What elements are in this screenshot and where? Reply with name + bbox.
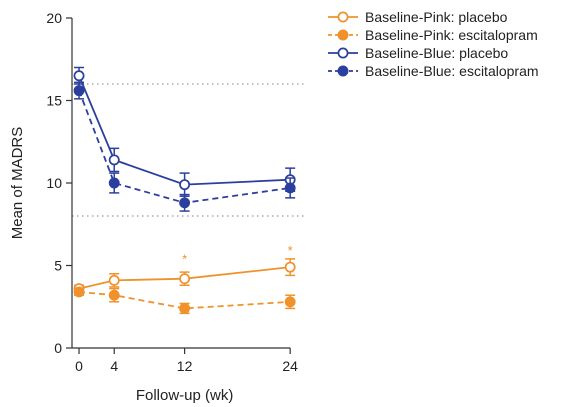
legend-item-0: Baseline-Pink: placebo: [328, 9, 508, 25]
x-tick-label-0: 0: [75, 358, 83, 374]
data-point-0-2: [179, 273, 191, 285]
data-point-1-0: [73, 286, 85, 298]
legend-marker-0: [337, 11, 349, 23]
series-line-2: [78, 75, 291, 186]
data-point-3-2: [179, 197, 191, 209]
data-point-1-3: [284, 296, 296, 308]
y-axis-ticks: 0 5 10 15 20: [46, 10, 72, 356]
series-2: [73, 66, 296, 197]
legend-label-3: Baseline-Blue: escitalopram: [365, 63, 539, 79]
y-tick-label-1: 5: [54, 258, 62, 274]
y-tick-label-0: 0: [54, 340, 62, 356]
data-point-0-3: [284, 261, 296, 273]
data-point-3-3: [284, 182, 296, 194]
x-tick-label-2: 12: [177, 358, 193, 374]
x-axis-label: Follow-up (wk): [136, 387, 234, 404]
data-point-0-1: [108, 274, 120, 286]
legend-marker-1: [337, 29, 349, 41]
legend-label-2: Baseline-Blue: placebo: [365, 45, 508, 61]
legend-item-2: Baseline-Blue: placebo: [328, 45, 508, 61]
data-point-1-2: [179, 302, 191, 314]
legend-label-1: Baseline-Pink: escitalopram: [365, 27, 538, 43]
series-layer: [73, 66, 296, 315]
x-tick-label-1: 4: [110, 358, 118, 374]
data-point-2-1: [108, 154, 120, 166]
series-line-1: [78, 291, 291, 310]
data-point-2-0: [73, 70, 85, 82]
x-tick-label-3: 24: [282, 358, 298, 374]
y-tick-label-2: 10: [46, 175, 62, 191]
data-point-2-2: [179, 179, 191, 191]
y-tick-label-3: 15: [46, 93, 62, 109]
significance-star-1: *: [288, 243, 293, 258]
legend-item-1: Baseline-Pink: escitalopram: [328, 27, 538, 43]
series-1: [73, 286, 296, 315]
legend-item-3: Baseline-Blue: escitalopram: [328, 63, 539, 79]
data-point-3-0: [73, 85, 85, 97]
data-point-3-1: [108, 177, 120, 189]
legend: Baseline-Pink: placebo Baseline-Pink: esc…: [328, 9, 539, 79]
series-line-0: [78, 266, 291, 290]
x-axis-ticks: 0 4 12 24: [75, 348, 298, 374]
y-tick-label-4: 20: [46, 10, 62, 26]
y-axis-label: Mean of MADRS: [9, 127, 26, 240]
annotations: **: [182, 243, 293, 266]
series-3: [73, 81, 296, 212]
legend-marker-3: [337, 65, 349, 77]
significance-star-0: *: [182, 251, 187, 266]
series-0: [73, 258, 296, 295]
legend-marker-2: [337, 47, 349, 59]
reference-lines: [72, 83, 306, 217]
series-line-3: [78, 90, 291, 204]
legend-label-0: Baseline-Pink: placebo: [365, 9, 508, 25]
data-point-1-1: [108, 289, 120, 301]
